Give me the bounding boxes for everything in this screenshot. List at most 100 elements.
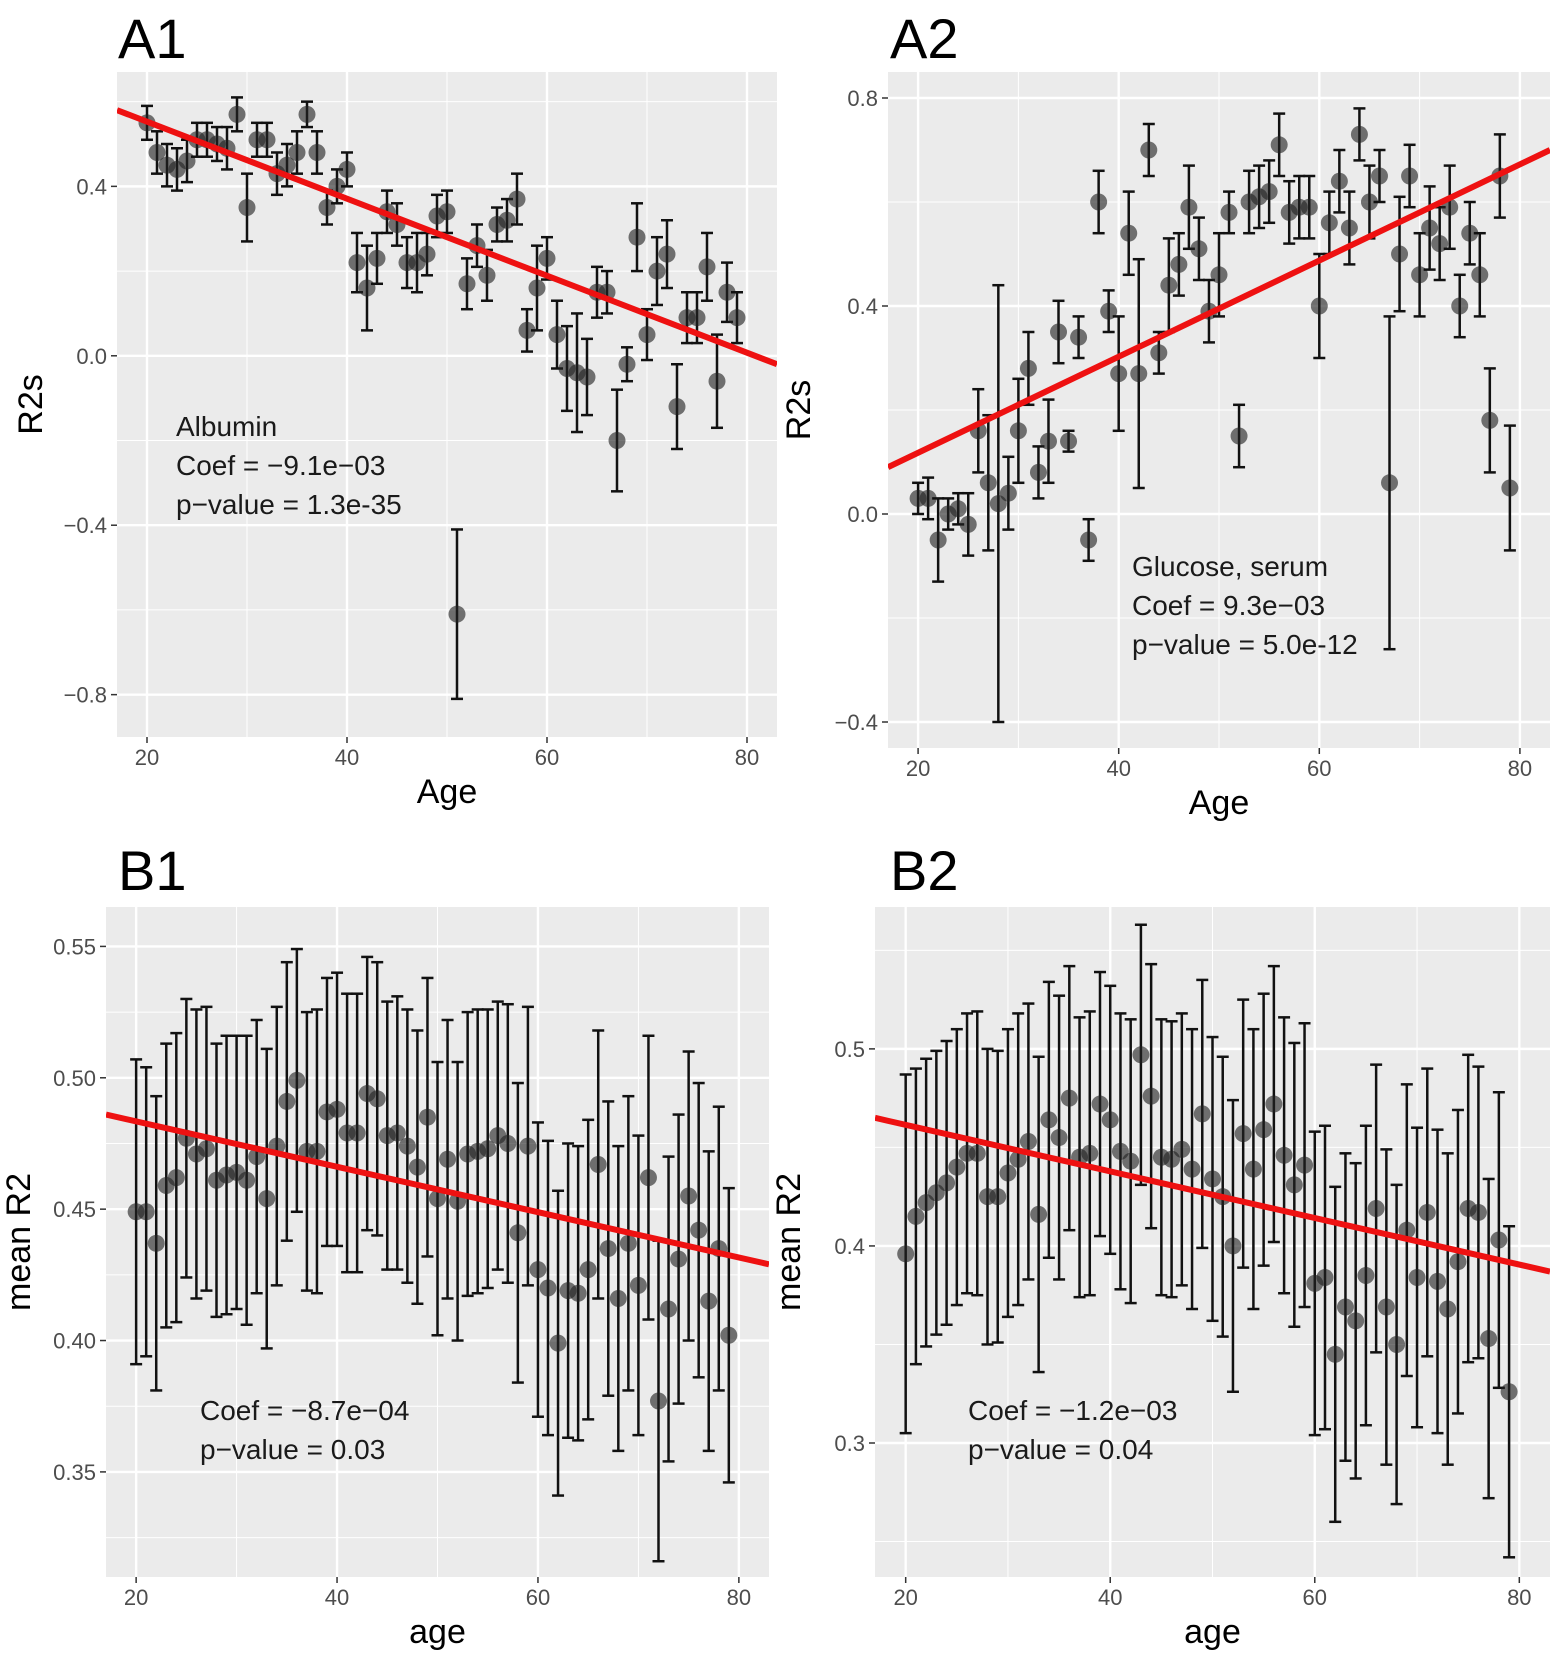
data-point-37 (308, 130, 326, 175)
point-marker (549, 1334, 567, 1352)
point-marker (698, 258, 716, 276)
x-tick-label: 80 (1508, 756, 1532, 781)
point-marker (948, 1158, 966, 1176)
data-point-36 (1070, 315, 1088, 360)
data-point-64 (1347, 1161, 1365, 1480)
point-marker (368, 249, 386, 267)
data-point-39 (1091, 970, 1109, 1238)
annotation-line: Coef = −9.1e−03 (176, 450, 385, 481)
y-tick-label: 0.35 (53, 1460, 96, 1485)
point-marker (1320, 214, 1338, 232)
data-point-44 (368, 960, 386, 1237)
point-marker (499, 1134, 517, 1152)
point-marker (1275, 1146, 1293, 1164)
x-tick-label: 40 (335, 745, 359, 770)
point-marker (1132, 1046, 1150, 1064)
y-tick-label: 0.0 (847, 502, 878, 527)
point-marker (1316, 1268, 1334, 1286)
point-marker (720, 1326, 738, 1344)
point-marker (1451, 297, 1469, 315)
point-marker (1388, 1335, 1406, 1353)
point-marker (628, 228, 646, 246)
data-point-25 (959, 491, 977, 557)
data-point-52 (458, 257, 476, 311)
point-marker (660, 1300, 678, 1318)
y-tick-label: 0.5 (834, 1037, 865, 1062)
point-marker (1183, 1160, 1201, 1178)
data-point-37 (1080, 517, 1098, 563)
regression-line (106, 1111, 769, 1268)
x-axis-title: age (1184, 1613, 1241, 1651)
data-point-58 (509, 1081, 527, 1384)
data-point-31 (1009, 1012, 1027, 1307)
data-point-77 (708, 333, 726, 430)
data-point-42 (1122, 1018, 1140, 1305)
data-point-38 (308, 1008, 326, 1295)
point-marker (1439, 1300, 1457, 1318)
data-point-20 (897, 1073, 915, 1435)
data-point-52 (1230, 403, 1248, 469)
data-point-62 (549, 1189, 567, 1497)
y-tick-label: 0.4 (834, 1234, 865, 1259)
data-point-59 (528, 244, 546, 332)
point-marker (1030, 1205, 1048, 1223)
data-point-69 (1398, 1083, 1416, 1378)
data-point-47 (398, 1008, 416, 1284)
data-point-29 (999, 455, 1017, 531)
point-marker (478, 266, 496, 284)
data-point-66 (1367, 1063, 1385, 1354)
data-point-76 (690, 1081, 708, 1379)
point-marker (728, 309, 746, 327)
data-point-50 (429, 1060, 446, 1337)
data-point-48 (1183, 1027, 1201, 1311)
panel-b2: B2 20 40 60 80 0.3 0.4 0.5 Coef = −1.2e−03 p−valu… (770, 839, 1550, 1651)
data-point-36 (1060, 964, 1078, 1232)
annotation-line: Coef = 9.3e−03 (1132, 590, 1325, 621)
point-marker (167, 1169, 185, 1187)
data-point-27 (968, 1010, 986, 1297)
data-point-69 (619, 1094, 637, 1392)
data-point-70 (629, 1134, 647, 1437)
plot-area (117, 96, 777, 701)
data-point-59 (1296, 1022, 1314, 1309)
y-tick-label: 0.3 (834, 1431, 865, 1456)
point-marker (1140, 141, 1158, 159)
data-point-21 (148, 130, 166, 175)
data-point-69 (628, 202, 646, 273)
data-point-70 (1408, 1126, 1426, 1429)
data-point-57 (499, 1002, 517, 1284)
point-marker (968, 1144, 986, 1162)
data-point-63 (1336, 1152, 1354, 1462)
data-point-56 (1265, 964, 1283, 1244)
point-marker (498, 211, 516, 229)
data-point-50 (1210, 231, 1228, 318)
data-point-71 (1421, 185, 1439, 271)
point-marker (1070, 328, 1088, 346)
point-marker (418, 1108, 436, 1126)
point-marker (448, 605, 466, 623)
data-point-77 (700, 1150, 718, 1453)
point-marker (1429, 1272, 1446, 1290)
point-marker (609, 1289, 627, 1307)
x-tick-label: 80 (1507, 1585, 1531, 1610)
x-tick-label: 40 (1106, 756, 1130, 781)
point-marker (178, 152, 196, 170)
point-marker (438, 203, 456, 221)
data-point-51 (439, 1018, 457, 1300)
data-point-61 (539, 1139, 557, 1437)
data-point-33 (258, 1047, 276, 1350)
data-point-22 (147, 1094, 165, 1392)
point-marker (658, 245, 676, 263)
y-tick-label: 0.0 (76, 344, 107, 369)
data-point-65 (1357, 1124, 1375, 1427)
point-marker (1081, 1144, 1099, 1162)
panel-a2: A2 20 40 60 80 −0.4 0.0 0.4 0.8 Glucose, serum Coe… (780, 7, 1550, 822)
point-marker (1285, 1176, 1303, 1194)
point-marker (919, 489, 937, 507)
point-marker (1009, 422, 1027, 440)
point-marker (999, 1164, 1017, 1182)
data-point-58 (518, 307, 536, 353)
data-point-55 (1260, 159, 1278, 225)
point-marker (907, 1207, 925, 1225)
data-point-43 (1140, 122, 1158, 178)
